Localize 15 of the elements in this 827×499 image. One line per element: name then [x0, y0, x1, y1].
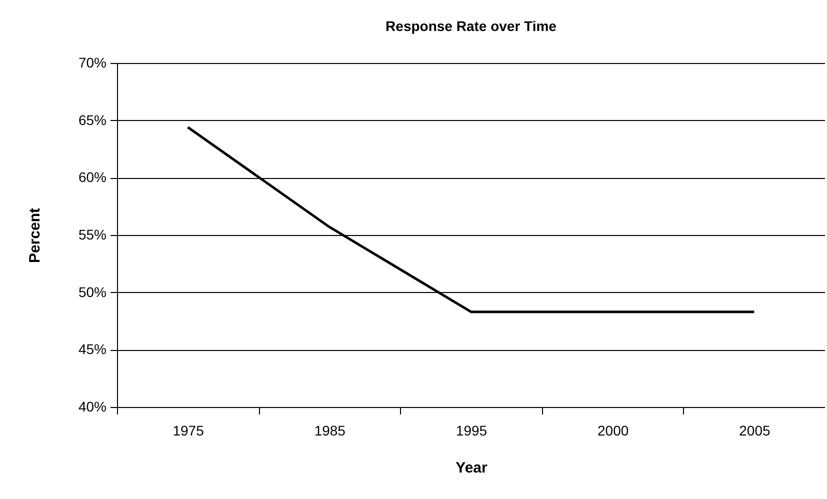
chart-title: Response Rate over Time — [386, 18, 557, 34]
y-tick-label: 70% — [78, 54, 106, 70]
y-axis-title: Percent — [26, 208, 44, 264]
x-tick-label: 2005 — [739, 422, 770, 438]
x-tick-label: 2000 — [598, 422, 629, 438]
y-tick-label: 55% — [78, 226, 106, 242]
x-axis-title: Year — [456, 460, 488, 476]
x-tick-label: 1995 — [456, 422, 488, 438]
y-tick-label: 60% — [78, 169, 106, 186]
y-tick-label: 40% — [78, 398, 106, 414]
y-tick-label: 45% — [78, 341, 106, 358]
y-tick-label: 65% — [78, 112, 106, 128]
x-tick-label: 1985 — [314, 422, 346, 438]
x-tick-label: 1975 — [172, 422, 204, 438]
y-tick-label: 50% — [78, 284, 106, 300]
